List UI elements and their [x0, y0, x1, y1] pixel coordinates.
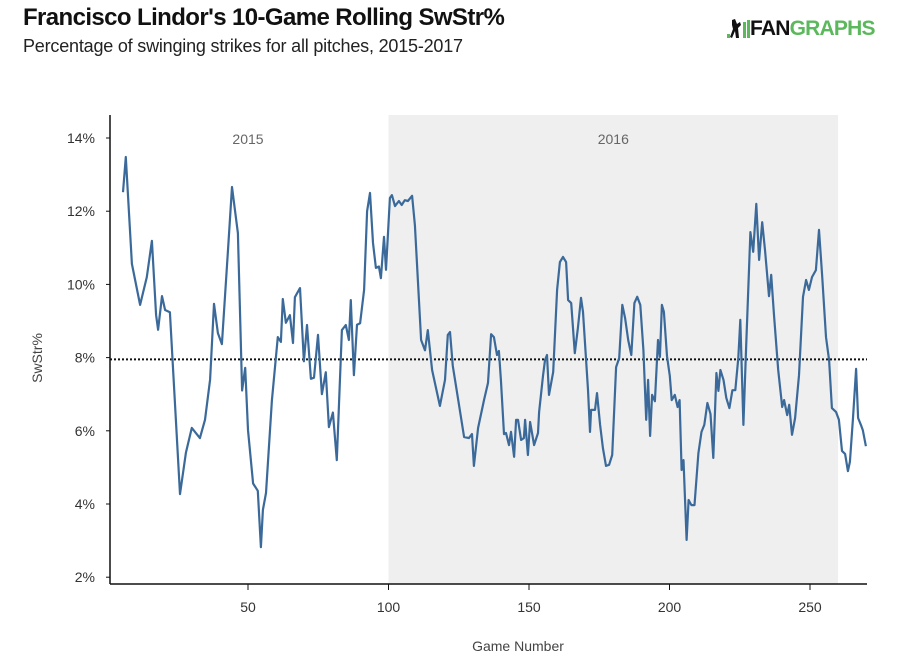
- season-label-2016: 2016: [598, 131, 629, 147]
- y-tick-label: 2%: [75, 569, 95, 585]
- logo-text-fan: FAN: [750, 17, 790, 40]
- batter-icon: [727, 19, 750, 38]
- y-ticks: 2% 4% 6% 8% 10% 12% 14%: [67, 130, 110, 585]
- x-tick-label: 250: [798, 599, 822, 615]
- chart-title: Francisco Lindor's 10-Game Rolling SwStr…: [23, 4, 505, 31]
- season-labels: 2015 2016: [232, 131, 629, 147]
- y-tick-label: 14%: [67, 130, 95, 146]
- fangraphs-logo: FAN GRAPHS: [726, 14, 896, 44]
- y-tick-label: 4%: [75, 496, 95, 512]
- axes-layer: [109, 115, 867, 585]
- x-axis-title: Game Number: [472, 638, 564, 654]
- season-shade-2016: [388, 115, 839, 584]
- x-ticks: 50 100 150 200 250: [240, 584, 822, 615]
- y-axis-title: SwStr%: [29, 333, 45, 383]
- season-shading-layer: [388, 115, 839, 584]
- season-label-2015: 2015: [232, 131, 263, 147]
- x-tick-label: 150: [517, 599, 541, 615]
- y-tick-label: 12%: [67, 203, 95, 219]
- series-layer: [121, 155, 867, 549]
- chart-subtitle: Percentage of swinging strikes for all p…: [23, 36, 463, 56]
- x-tick-label: 50: [240, 599, 256, 615]
- x-tick-label: 100: [377, 599, 401, 615]
- x-tick-label: 200: [658, 599, 682, 615]
- y-tick-label: 8%: [75, 350, 95, 366]
- logo-text-graphs: GRAPHS: [789, 17, 876, 40]
- y-tick-label: 6%: [75, 423, 95, 439]
- y-tick-label: 10%: [67, 276, 95, 292]
